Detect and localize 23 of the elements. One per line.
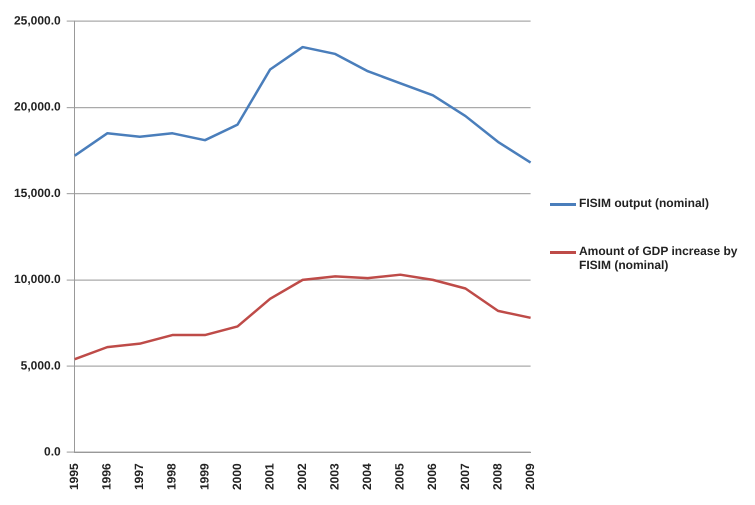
x-tick-label: 1996 [100, 462, 114, 490]
x-tick-label: 2007 [458, 462, 472, 490]
y-tick-label: 15,000.0 [14, 186, 62, 200]
x-tick-label: 1995 [67, 462, 82, 490]
legend-label: Amount of GDP increase by FISIM (nominal) [579, 244, 738, 272]
x-tick-label: 1998 [164, 462, 179, 490]
x-tick-label: 2003 [328, 462, 342, 490]
y-tick-label: 10,000.0 [14, 272, 62, 286]
x-tick-label: 2004 [360, 462, 374, 490]
x-tick-label: 2008 [490, 462, 504, 490]
x-tick-label: 2005 [392, 462, 407, 490]
x-tick-label: 2002 [294, 462, 309, 490]
x-tick-label: 2009 [522, 462, 537, 490]
y-tick-label: 25,000.0 [14, 14, 62, 28]
y-tick-label: 20,000.0 [14, 100, 62, 114]
x-tick-label: 2001 [262, 462, 276, 490]
y-tick-label: 5,000.0 [20, 358, 62, 372]
x-tick-label: 2006 [425, 462, 440, 490]
x-tick-label: 1997 [132, 462, 146, 490]
y-tick-label: 0.0 [44, 444, 62, 459]
legend-label: FISIM output (nominal) [579, 196, 709, 210]
x-tick-label: 2000 [230, 462, 244, 490]
x-tick-label: 1999 [197, 462, 212, 490]
